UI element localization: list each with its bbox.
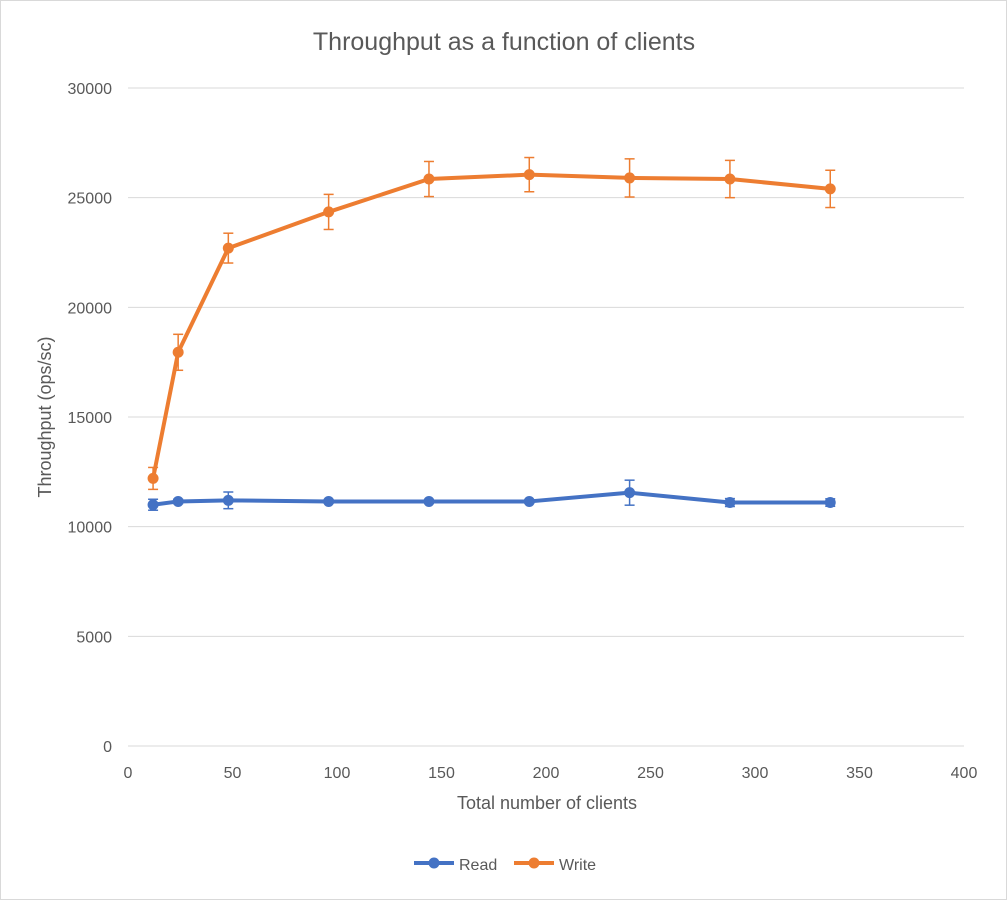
x-tick-label: 400 [951, 765, 978, 782]
data-point [147, 499, 159, 511]
data-point [147, 472, 159, 484]
data-point [222, 242, 234, 254]
y-axis-tick-labels: 0 5000 10000 15000 20000 25000 30000 [68, 81, 113, 756]
x-tick-label: 50 [224, 765, 242, 782]
x-axis-title: Total number of clients [457, 793, 637, 813]
data-point [172, 495, 184, 507]
legend-read-label: Read [459, 857, 497, 874]
x-tick-label: 200 [533, 765, 560, 782]
gridlines [128, 87, 964, 747]
series-line [151, 172, 833, 481]
series-read [147, 479, 836, 511]
y-tick-label: 10000 [68, 520, 113, 537]
series-layer [147, 156, 836, 511]
data-point [624, 487, 636, 499]
data-point [323, 206, 335, 218]
data-point [724, 497, 736, 509]
data-point [824, 497, 836, 509]
x-tick-label: 0 [124, 765, 133, 782]
data-point [724, 173, 736, 185]
legend: Read Write [414, 857, 596, 874]
x-tick-label: 250 [637, 765, 664, 782]
x-tick-label: 150 [428, 765, 455, 782]
legend-write-marker [528, 857, 540, 869]
y-tick-label: 30000 [68, 81, 113, 98]
data-point [172, 346, 184, 358]
series-write [147, 156, 836, 491]
data-point [423, 173, 435, 185]
x-tick-label: 100 [324, 765, 351, 782]
y-tick-label: 20000 [68, 300, 113, 317]
y-tick-label: 0 [103, 739, 112, 756]
data-point [624, 172, 636, 184]
y-tick-label: 5000 [76, 629, 112, 646]
x-axis-tick-labels: 0 50 100 150 200 250 300 350 400 [124, 765, 978, 782]
data-point [523, 169, 535, 181]
x-tick-label: 350 [846, 765, 873, 782]
data-point [323, 495, 335, 507]
data-point [824, 183, 836, 195]
legend-read-marker [428, 857, 440, 869]
data-point [423, 495, 435, 507]
y-tick-label: 25000 [68, 191, 113, 208]
data-point [222, 494, 234, 506]
chart-title: Throughput as a function of clients [313, 28, 695, 56]
y-axis-title: Throughput (ops/sc) [35, 336, 55, 497]
data-point [523, 495, 535, 507]
legend-write-label: Write [559, 857, 596, 874]
y-tick-label: 15000 [68, 410, 113, 427]
x-tick-label: 300 [742, 765, 769, 782]
